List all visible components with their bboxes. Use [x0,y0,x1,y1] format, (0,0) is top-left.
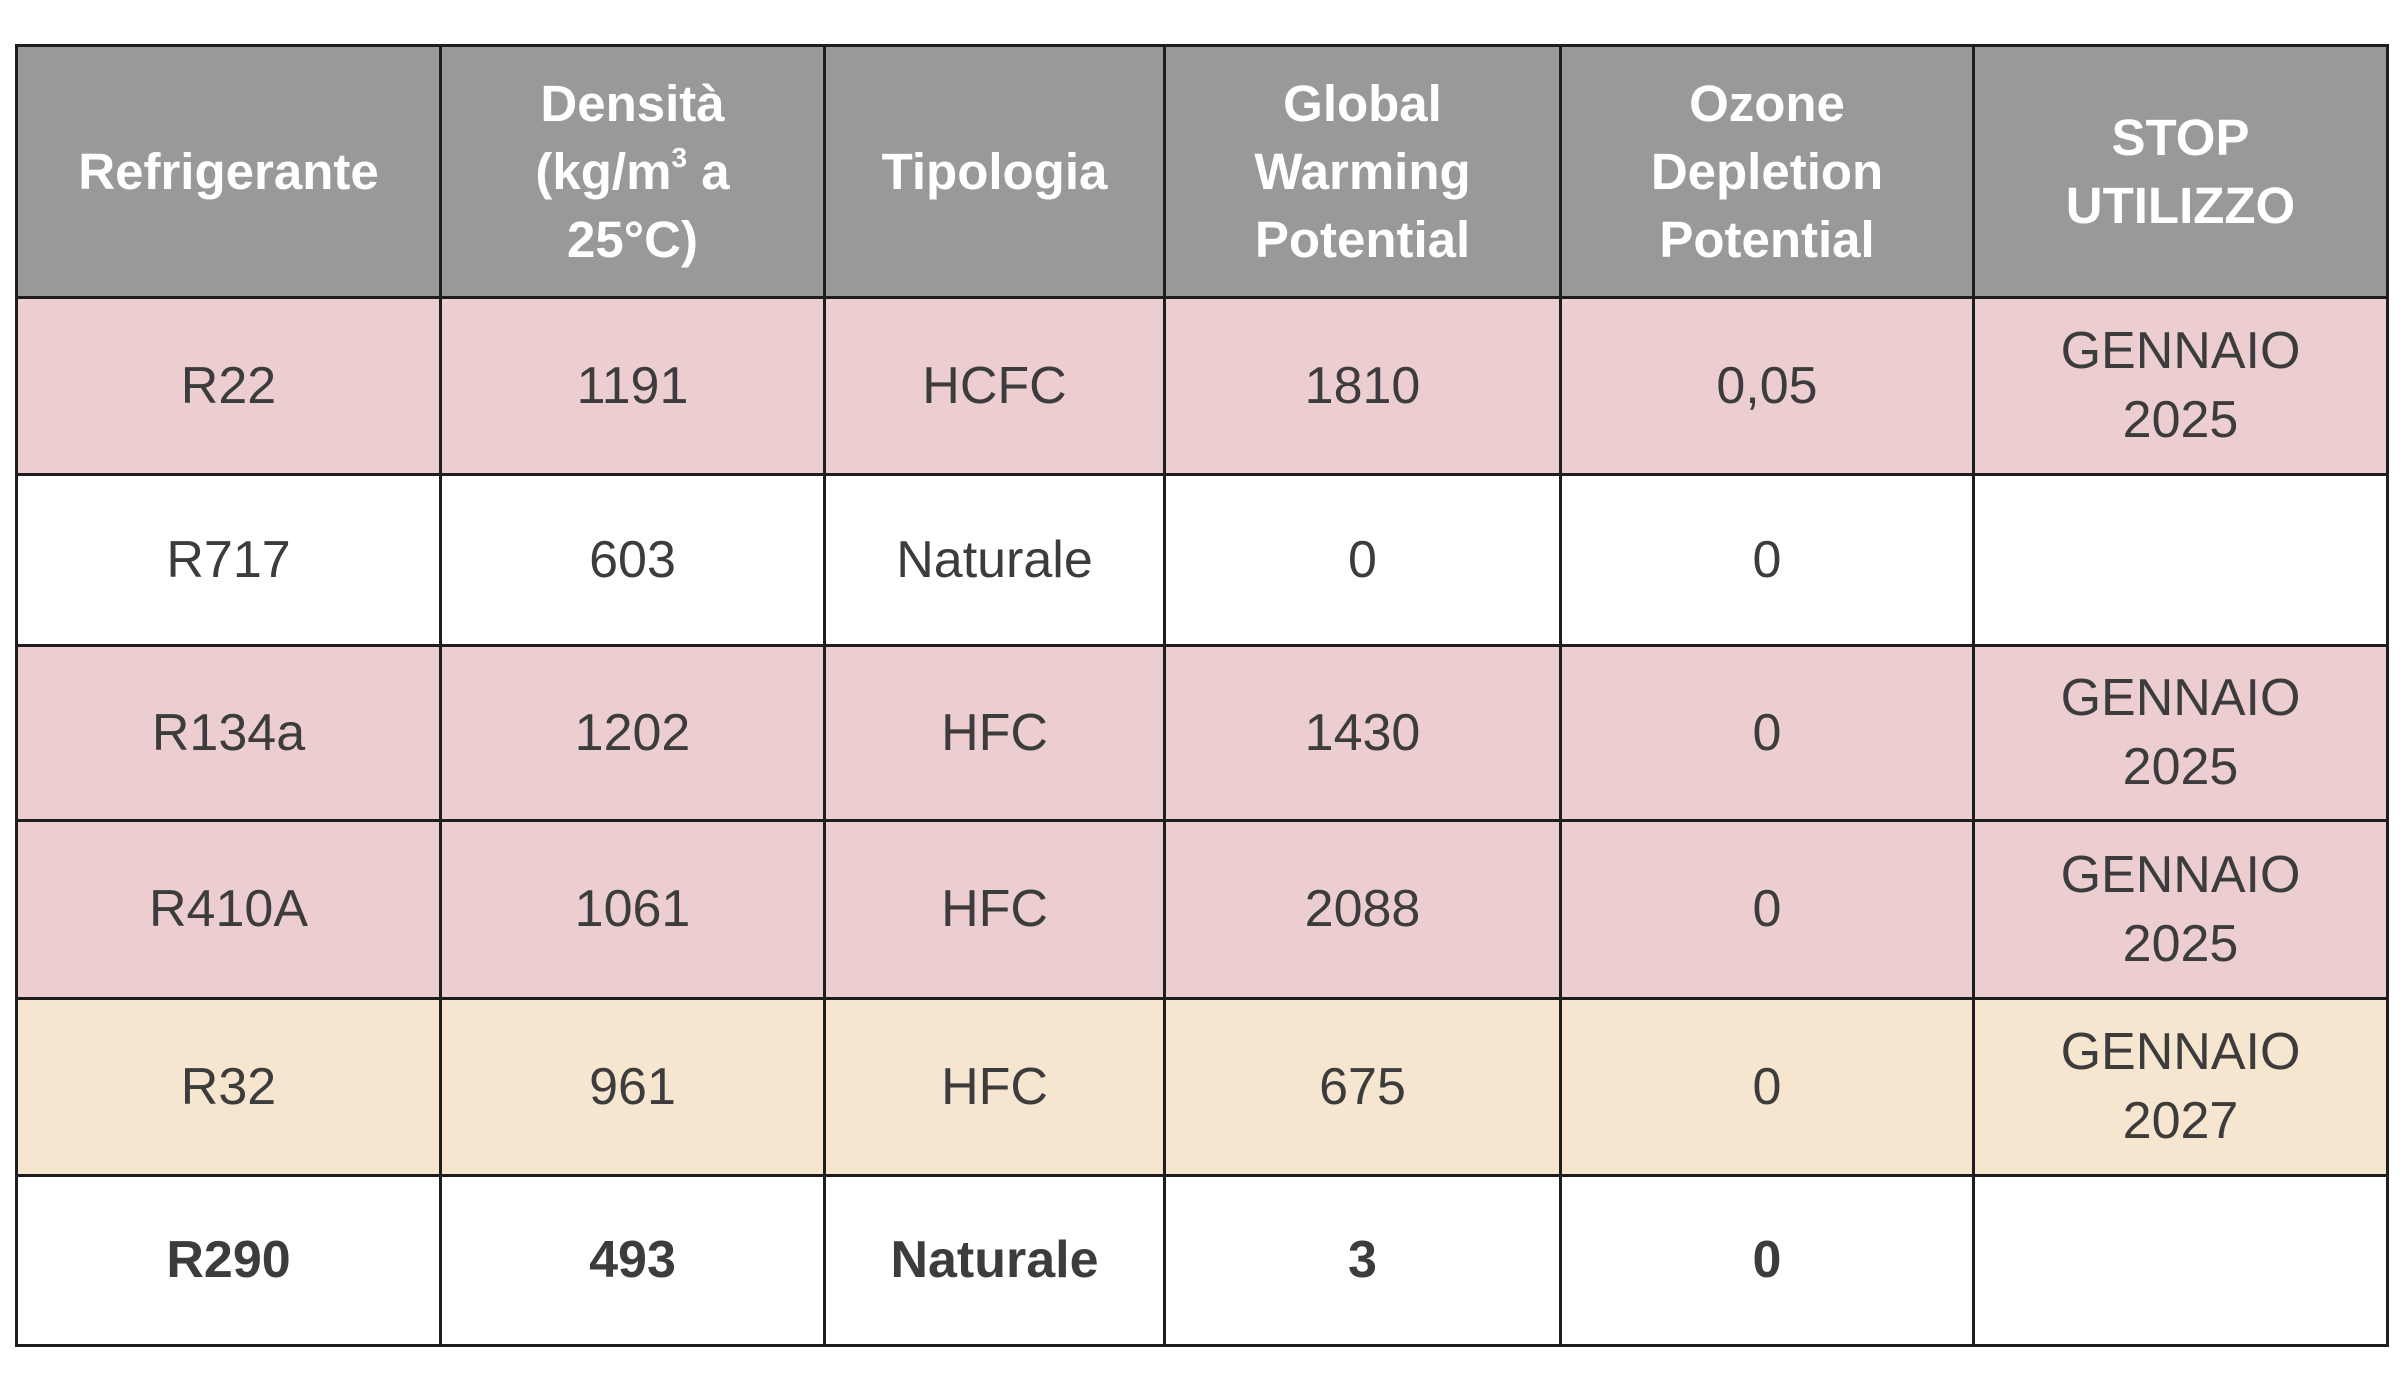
cell-densita: 603 [439,473,826,647]
cell-refrigerante: R32 [15,997,442,1177]
cell-stop-year: 2025 [2122,914,2239,973]
cell-gwp: 675 [1163,997,1562,1177]
header-row: Refrigerante Densità (kg/m3 a 25°C) Tipo… [15,44,2389,299]
cell-refrigerante: R290 [15,1174,442,1347]
cell-stop: GENNAIO 2025 [1972,296,2389,476]
cell-odp: 0 [1559,473,1975,647]
header-gwp-line: Global [1283,74,1442,132]
cell-tipologia: HFC [823,819,1166,1000]
cell-odp: 0 [1559,819,1975,1000]
cell-tipologia: HCFC [823,296,1166,476]
cell-stop: GENNAIO 2027 [1972,997,2389,1177]
cell-densita: 1061 [439,819,826,1000]
table-row-r290: R290 493 Naturale 3 0 [15,1174,2389,1347]
cell-stop-month: GENNAIO [2060,845,2301,904]
cell-odp: 0,05 [1559,296,1975,476]
cell-odp: 0 [1559,644,1975,822]
cell-stop-year: 2027 [2122,1092,2239,1150]
cell-stop-month: GENNAIO [2060,669,2301,727]
cell-stop: GENNAIO 2025 [1972,819,2389,1000]
cell-stop [1972,1174,2389,1347]
header-stop-line: UTILIZZO [2065,176,2296,234]
refrigerants-table: Refrigerante Densità (kg/m3 a 25°C) Tipo… [15,44,2389,1347]
cell-stop-year: 2025 [2122,391,2239,449]
cell-densita: 493 [439,1174,826,1347]
header-densita-line3: 25°C) [567,210,698,268]
cell-odp: 0 [1559,997,1975,1177]
cell-refrigerante: R410A [15,819,442,1000]
table-row-r717: R717 603 Naturale 0 0 [15,473,2389,647]
cell-stop-month: GENNAIO [2060,322,2301,380]
cell-refrigerante: R717 [15,473,442,647]
header-odp: Ozone Depletion Potential [1559,44,1975,299]
cell-refrigerante: R134a [15,644,442,822]
cell-tipologia: Naturale [823,1174,1166,1347]
header-densita-exponent: 3 [671,141,688,173]
cell-gwp: 2088 [1163,819,1562,1000]
header-odp-line: Potential [1659,210,1875,268]
cell-stop [1972,473,2389,647]
header-stop-utilizzo: STOP UTILIZZO [1972,44,2389,299]
cell-tipologia: Naturale [823,473,1166,647]
cell-densita: 1191 [439,296,826,476]
header-tipologia: Tipologia [823,44,1166,299]
cell-odp: 0 [1559,1174,1975,1347]
cell-gwp: 3 [1163,1174,1562,1347]
header-gwp-line: Potential [1254,210,1471,268]
header-refrigerante: Refrigerante [15,44,442,299]
table-row-r134a: R134a 1202 HFC 1430 0 GENNAIO 2025 [15,644,2389,822]
header-densita-line1: Densità [540,74,725,132]
header-odp-line: Ozone [1689,74,1845,132]
cell-refrigerante: R22 [15,296,442,476]
cell-densita: 961 [439,997,826,1177]
cell-tipologia: HFC [823,644,1166,822]
cell-gwp: 1430 [1163,644,1562,822]
header-gwp: Global Warming Potential [1163,44,1562,299]
cell-tipologia: HFC [823,997,1166,1177]
header-densita-unit: (kg/m [535,142,672,200]
header-densita-a: a [687,142,730,200]
cell-stop: GENNAIO 2025 [1972,644,2389,822]
cell-stop-year: 2025 [2122,738,2239,796]
header-odp-line: Depletion [1650,142,1884,200]
header-gwp-line: Warming [1254,142,1471,200]
cell-stop-month: GENNAIO [2060,1023,2301,1081]
header-densita-line2: (kg/m3 a [452,138,813,206]
cell-gwp: 0 [1163,473,1562,647]
header-densita: Densità (kg/m3 a 25°C) [439,44,826,299]
cell-densita: 1202 [439,644,826,822]
cell-gwp: 1810 [1163,296,1562,476]
table-row-r410a: R410A 1061 HFC 2088 0 GENNAIO 2025 [15,819,2389,1000]
table-row-r32: R32 961 HFC 675 0 GENNAIO 2027 [15,997,2389,1177]
table-row-r22: R22 1191 HCFC 1810 0,05 GENNAIO 2025 [15,296,2389,476]
header-stop-line: STOP [2111,108,2250,166]
